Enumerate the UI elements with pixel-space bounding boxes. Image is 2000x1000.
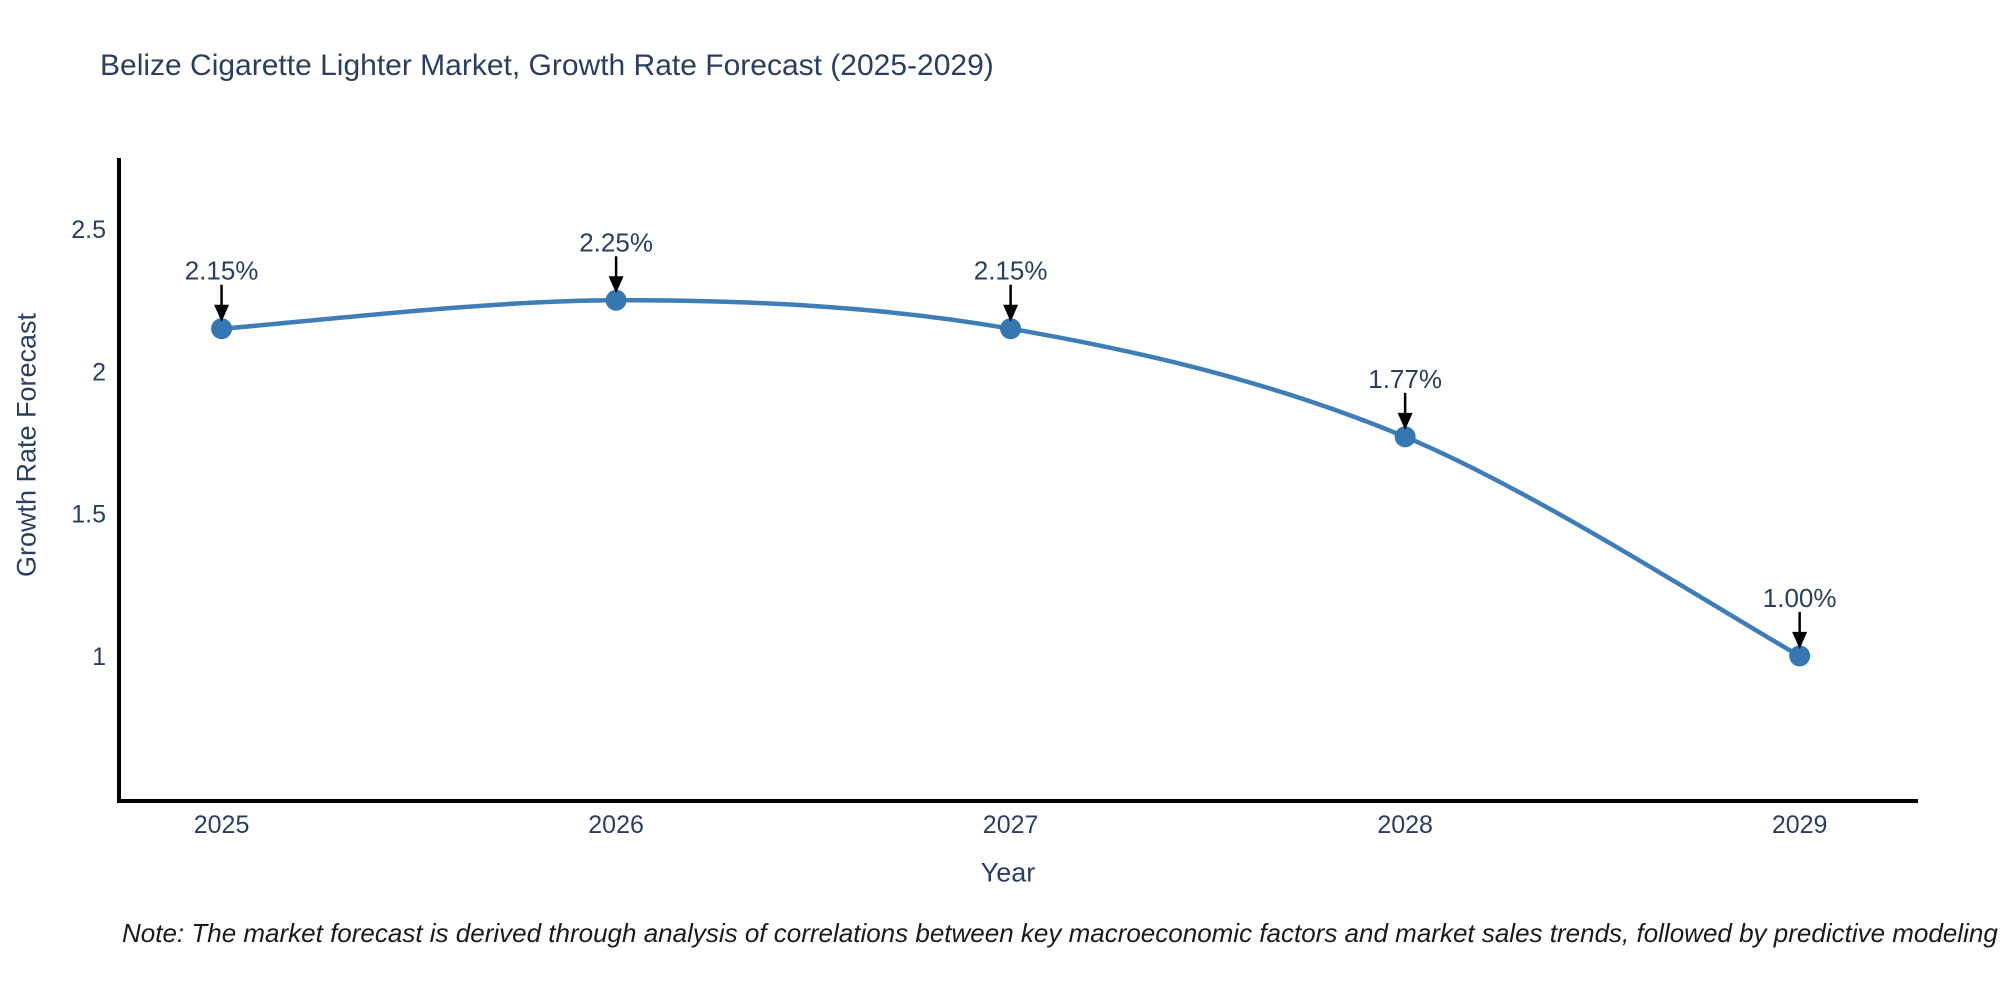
y-tick-label: 2	[92, 358, 106, 386]
data-point-label: 2.15%	[974, 256, 1048, 286]
forecast-line	[219, 298, 1802, 659]
annotation-arrow-head	[1397, 412, 1413, 430]
y-axis-title: Growth Rate Forecast	[11, 312, 42, 578]
annotation-arrow-head	[1003, 304, 1019, 322]
y-tick-label: 1	[92, 643, 106, 671]
data-point-marker	[1789, 645, 1811, 667]
x-tick-label: 2027	[983, 811, 1039, 839]
x-tick-label: 2026	[588, 811, 644, 839]
data-point-label: 1.77%	[1368, 364, 1442, 394]
data-point-marker	[1394, 426, 1416, 448]
y-tick-label: 1.5	[71, 501, 106, 529]
x-tick-label: 2025	[194, 811, 250, 839]
data-point-marker	[1000, 318, 1022, 340]
data-point-label: 2.15%	[185, 256, 259, 286]
data-point-label: 1.00%	[1763, 583, 1837, 613]
annotation-arrow-head	[608, 276, 624, 294]
x-tick-label: 2029	[1772, 811, 1828, 839]
annotation-arrow-head	[214, 304, 230, 322]
footnote: Note: The market forecast is derived thr…	[122, 918, 2000, 948]
x-tick-label: 2028	[1377, 811, 1433, 839]
x-axis-title: Year	[980, 857, 1036, 888]
data-point-marker	[211, 318, 233, 340]
data-point-label: 2.25%	[579, 227, 653, 257]
y-tick-label: 2.5	[71, 216, 106, 244]
annotation-arrow-head	[1792, 631, 1808, 649]
data-point-marker	[605, 289, 627, 311]
chart-title: Belize Cigarette Lighter Market, Growth …	[100, 49, 994, 82]
